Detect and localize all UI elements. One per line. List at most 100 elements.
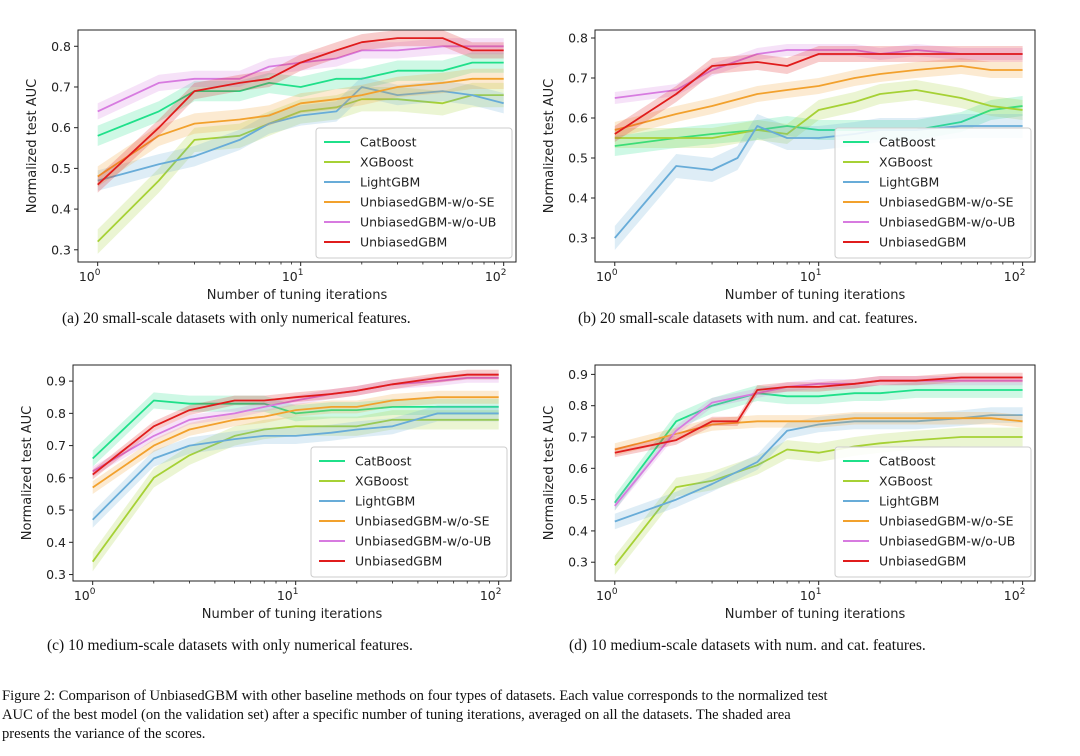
y-axis-label: Normalized test AUC: [25, 79, 40, 213]
series-line: [614, 53, 1023, 135]
x-tick-exponent: 1: [298, 268, 304, 278]
y-axis-label: Normalized test AUC: [542, 79, 557, 213]
legend-label: UnbiasedGBM-w/o-UB: [879, 534, 1015, 549]
x-axis-label: Number of tuning iterations: [725, 607, 906, 622]
x-tick-label: 102: [485, 268, 507, 284]
x-tick-exponent: 0: [90, 587, 96, 597]
variance-band: [614, 407, 1023, 530]
x-tick-label: 101: [277, 587, 299, 603]
variance-band: [92, 410, 499, 572]
legend-label: CatBoost: [879, 454, 936, 469]
y-tick-label: 0.6: [46, 470, 66, 485]
variance-band: [97, 76, 504, 191]
variance-band: [614, 46, 1023, 142]
subcaption-d: (d) 10 medium-scale datasets with num. a…: [569, 637, 926, 654]
legend-label: CatBoost: [879, 135, 936, 150]
figure-caption-line: Figure 2: Comparison of UnbiasedGBM with…: [2, 688, 828, 704]
y-tick-label: 0.6: [568, 461, 588, 476]
series-line: [97, 45, 504, 113]
x-tick-exponent: 0: [612, 587, 618, 597]
y-tick-label: 0.7: [568, 71, 588, 86]
y-tick-label: 0.5: [51, 161, 71, 176]
y-tick-label: 0.7: [568, 430, 588, 445]
x-tick-label: 101: [800, 268, 822, 284]
subcaption-b: (b) 20 small-scale datasets with num. an…: [578, 310, 918, 327]
legend-box: [834, 127, 1032, 259]
y-tick-label: 0.3: [568, 555, 588, 570]
subcaption-a: (a) 20 small-scale datasets with only nu…: [62, 310, 411, 327]
axes-frame: [72, 364, 512, 582]
series-line: [91, 418, 499, 563]
legend-label: XGBoost: [355, 474, 409, 489]
legend-label: CatBoost: [360, 135, 417, 150]
y-axis-label: Normalized test AUC: [542, 406, 557, 540]
figure-caption: Figure 2: Comparison of UnbiasedGBM with…: [2, 687, 1076, 744]
series-line: [97, 77, 504, 178]
x-axis-label: Number of tuning iterations: [202, 607, 383, 622]
variance-band: [614, 372, 1023, 458]
variance-band: [614, 382, 1023, 511]
series-line: [614, 376, 1023, 454]
x-tick-label: 100: [596, 587, 618, 603]
legend-label: UnbiasedGBM-w/o-UB: [879, 215, 1015, 230]
series-line: [92, 373, 499, 476]
series-line: [97, 94, 504, 243]
y-tick-label: 0.4: [51, 202, 71, 217]
legend-label: UnbiasedGBM-w/o-SE: [879, 514, 1014, 529]
y-tick-label: 0.5: [568, 151, 588, 166]
legend-label: UnbiasedGBM-w/o-UB: [360, 215, 496, 230]
axes-frame: [77, 29, 517, 263]
variance-band: [92, 373, 499, 477]
series-line: [92, 412, 499, 521]
variance-band: [97, 52, 504, 146]
x-tick-label: 101: [282, 268, 304, 284]
series-line: [97, 37, 504, 186]
legend-label: UnbiasedGBM: [879, 235, 966, 250]
legend-label: UnbiasedGBM-w/o-SE: [355, 514, 490, 529]
legend-label: UnbiasedGBM-w/o-SE: [879, 195, 1014, 210]
legend: CatBoost XGBoost LightGBM UnbiasedGBM-w/o-S…: [834, 446, 1032, 578]
y-tick-label: 0.3: [568, 231, 588, 246]
x-tick-exponent: 1: [293, 587, 299, 597]
legend-label: UnbiasedGBM-w/o-UB: [355, 534, 491, 549]
series-line: [92, 377, 499, 473]
legend: CatBoost XGBoost LightGBM UnbiasedGBM-w/o-S…: [310, 446, 508, 578]
legend-label: LightGBM: [360, 175, 420, 190]
x-tick-exponent: 2: [1020, 587, 1026, 597]
y-tick-label: 0.8: [51, 39, 71, 54]
legend-label: XGBoost: [879, 474, 933, 489]
x-tick-label: 100: [79, 268, 101, 284]
y-tick-label: 0.3: [51, 242, 71, 257]
variance-band: [92, 405, 499, 528]
x-tick-label: 101: [800, 587, 822, 603]
variance-band: [614, 427, 1023, 575]
y-axis-label: Normalized test AUC: [20, 406, 35, 540]
legend-box: [834, 446, 1032, 578]
subcaption-c: (c) 10 medium-scale datasets with only n…: [47, 637, 413, 654]
series-line: [614, 417, 1023, 451]
legend-label: LightGBM: [355, 494, 415, 509]
x-tick-label: 102: [1004, 268, 1026, 284]
variance-band: [614, 44, 1023, 104]
x-tick-label: 100: [74, 587, 96, 603]
y-tick-label: 0.4: [568, 523, 588, 538]
x-tick-exponent: 2: [1020, 268, 1026, 278]
y-tick-label: 0.7: [46, 438, 66, 453]
figure-caption-line: AUC of the best model (on the validation…: [2, 707, 791, 723]
axes-frame: [594, 29, 1036, 263]
x-tick-label: 102: [1004, 587, 1026, 603]
x-tick-exponent: 2: [501, 268, 507, 278]
legend-label: CatBoost: [355, 454, 412, 469]
y-tick-label: 0.6: [568, 111, 588, 126]
variance-band: [97, 82, 504, 254]
series-line: [92, 399, 499, 460]
variance-band: [614, 96, 1023, 156]
series-line: [614, 89, 1023, 139]
y-tick-label: 0.8: [568, 31, 588, 46]
series-line: [92, 396, 499, 489]
